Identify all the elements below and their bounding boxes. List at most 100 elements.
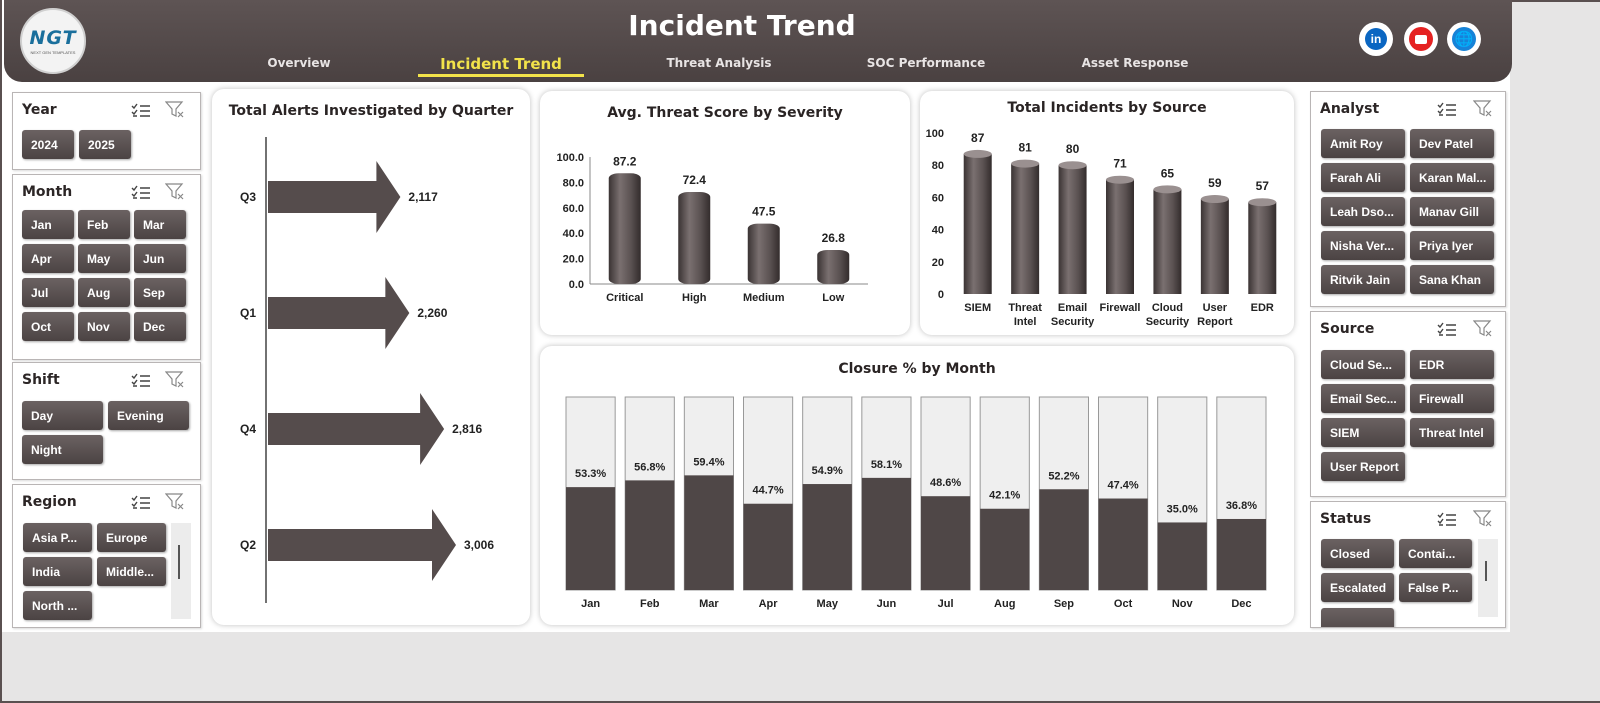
scrollbar[interactable] <box>171 523 191 619</box>
clear-filter-icon[interactable] <box>165 101 185 119</box>
slicer-item[interactable]: Threat Intel <box>1410 418 1494 447</box>
category-label: Low <box>822 292 844 304</box>
tab-threat-analysis[interactable]: Threat Analysis <box>666 56 772 70</box>
slicer-item[interactable]: May <box>78 244 130 273</box>
data-label: 59 <box>1208 176 1222 190</box>
data-label: 2,816 <box>452 422 482 436</box>
slicer-item[interactable]: Sana Khan <box>1410 265 1494 294</box>
slicer-item[interactable]: Aug <box>78 278 130 307</box>
slicer-item[interactable]: Karan Mal... <box>1410 163 1494 192</box>
clear-filter-icon[interactable] <box>165 371 185 389</box>
slicer-item[interactable]: Dev Patel <box>1410 129 1494 158</box>
slicer-item[interactable]: Mar <box>134 210 186 239</box>
slicer-item[interactable]: Jul <box>22 278 74 307</box>
bar <box>963 153 992 294</box>
slicer-item[interactable]: Jun <box>134 244 186 273</box>
multi-select-icon[interactable] <box>1437 102 1457 118</box>
slicer-item[interactable]: Priya Iyer <box>1410 231 1494 260</box>
slicer-item[interactable]: Feb <box>78 210 130 239</box>
category-label: Medium <box>743 292 785 304</box>
clear-filter-icon[interactable] <box>1473 320 1493 338</box>
arrow-bar <box>268 161 401 233</box>
slicer-item[interactable]: Amit Roy <box>1321 129 1405 158</box>
slicer-item[interactable]: Evening <box>108 401 189 430</box>
slicer-item[interactable]: User Report <box>1321 452 1405 481</box>
slicer-item[interactable]: Night <box>22 435 103 464</box>
linkedin-button[interactable]: in <box>1359 22 1393 56</box>
slicer-item[interactable]: Day <box>22 401 103 430</box>
data-label: 54.9% <box>812 465 843 477</box>
slicer-item[interactable]: Nisha Ver... <box>1321 231 1405 260</box>
tab-soc-performance[interactable]: SOC Performance <box>866 56 986 70</box>
slicer-item[interactable]: False P... <box>1399 573 1472 602</box>
category-label: Jan <box>581 598 600 610</box>
slicer-item[interactable]: North ... <box>23 591 92 620</box>
clear-filter-icon[interactable] <box>165 493 185 511</box>
slicer-title: Source <box>1320 321 1375 337</box>
slicer-item[interactable]: Firewall <box>1410 384 1494 413</box>
tab-overview[interactable]: Overview <box>267 56 331 70</box>
multi-select-icon[interactable] <box>1437 512 1457 528</box>
data-label: 47.4% <box>1107 480 1138 492</box>
slicer-title: Analyst <box>1320 101 1380 117</box>
slicer-item[interactable]: EDR <box>1410 350 1494 379</box>
scrollbar[interactable] <box>1478 539 1498 617</box>
multi-select-icon[interactable] <box>131 103 151 119</box>
header-bar: NGT NEXT GEN TEMPLATES Incident Trend Ov… <box>4 0 1512 82</box>
multi-select-icon[interactable] <box>131 373 151 389</box>
slicer-item[interactable]: Closed <box>1321 539 1394 568</box>
clear-filter-icon[interactable] <box>1473 100 1493 118</box>
slicer-item[interactable]: India <box>23 557 92 586</box>
tick-label: 60.0 <box>563 203 584 215</box>
slicer-item[interactable]: SIEM <box>1321 418 1405 447</box>
tab-incident-trend[interactable]: Incident Trend <box>418 55 584 77</box>
data-label: 44.7% <box>752 485 783 497</box>
slicer-item[interactable]: Ritvik Jain <box>1321 265 1405 294</box>
slicer-status: Status Closed Contai... Escalated False … <box>1310 501 1506 628</box>
slicer-item[interactable]: Leah Dso... <box>1321 197 1405 226</box>
multi-select-icon[interactable] <box>131 495 151 511</box>
bar <box>921 496 971 590</box>
slicer-item[interactable]: Cloud Se... <box>1321 350 1405 379</box>
multi-select-icon[interactable] <box>131 185 151 201</box>
slicer-item[interactable]: Sep <box>134 278 186 307</box>
logo: NGT NEXT GEN TEMPLATES <box>20 8 86 74</box>
website-button[interactable]: 🌐 <box>1447 22 1481 56</box>
slicer-item[interactable]: Oct <box>22 312 74 341</box>
slicer-item[interactable]: Middle... <box>97 557 166 586</box>
slicer-item[interactable]: Nov <box>78 312 130 341</box>
category-label: EDR <box>1251 302 1274 314</box>
slicer-item[interactable]: Farah Ali <box>1321 163 1405 192</box>
card-incidents-by-source: Total Incidents by Source 0 20 40 60 80 100 87… <box>920 91 1294 335</box>
card-alerts-by-quarter: Total Alerts Investigated by Quarter Q3 2… <box>212 89 530 625</box>
data-label: 2,117 <box>408 190 438 204</box>
clear-filter-icon[interactable] <box>165 183 185 201</box>
data-label: 72.4 <box>683 173 707 187</box>
slicer-item[interactable]: Email Sec... <box>1321 384 1405 413</box>
tab-asset-response[interactable]: Asset Response <box>1081 56 1189 70</box>
slicer-item[interactable]: Escalated <box>1321 573 1394 602</box>
slicer-item[interactable]: Asia P... <box>23 523 92 552</box>
globe-icon: 🌐 <box>1452 27 1476 51</box>
data-label: 52.2% <box>1048 470 1079 482</box>
data-label: 3,006 <box>464 538 494 552</box>
category-label: Jul <box>938 598 954 610</box>
category-label: Aug <box>994 598 1015 610</box>
slicer-item[interactable]: Jan <box>22 210 74 239</box>
slicer-item[interactable]: 2025 <box>79 130 131 159</box>
slicer-item[interactable]: Europe <box>97 523 166 552</box>
youtube-button[interactable] <box>1404 22 1438 56</box>
slicer-item[interactable]: Dec <box>134 312 186 341</box>
slicer-item[interactable]: 2024 <box>22 130 74 159</box>
bar-cap <box>1058 161 1087 170</box>
slicer-item[interactable]: Manav Gill <box>1410 197 1494 226</box>
bar <box>625 480 675 590</box>
slicer-item[interactable] <box>1321 608 1394 627</box>
category-label: Mar <box>699 598 719 610</box>
slicer-item[interactable]: Apr <box>22 244 74 273</box>
bar <box>1098 498 1148 590</box>
multi-select-icon[interactable] <box>1437 322 1457 338</box>
data-label: 59.4% <box>693 456 724 468</box>
slicer-item[interactable]: Contai... <box>1399 539 1472 568</box>
clear-filter-icon[interactable] <box>1473 510 1493 528</box>
